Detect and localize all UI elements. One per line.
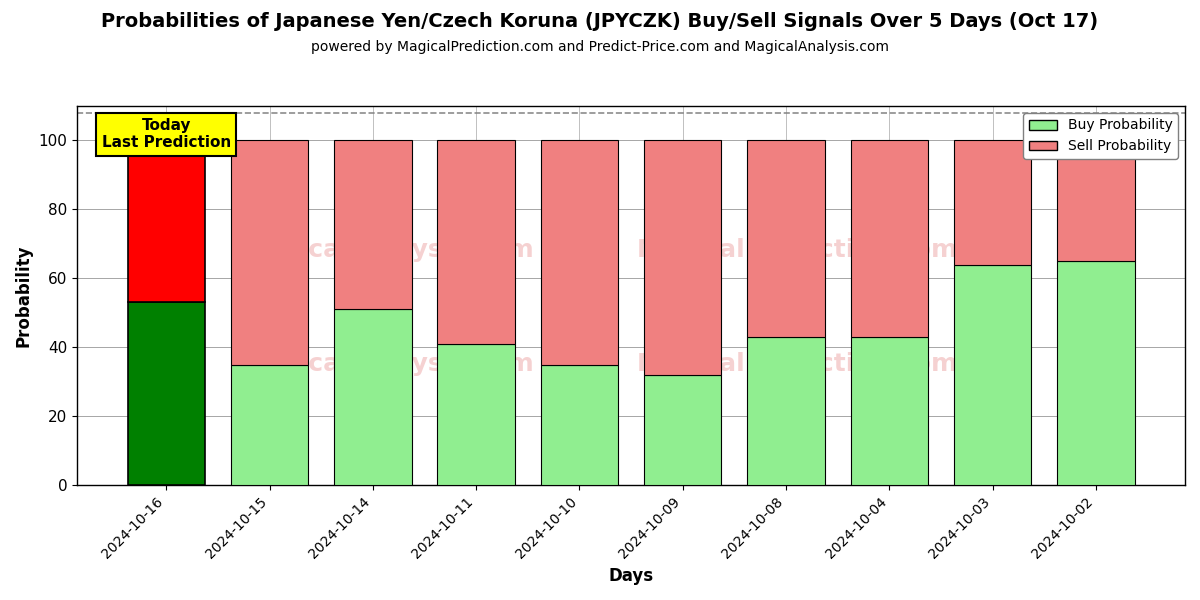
Text: MagicalPrediction.com: MagicalPrediction.com xyxy=(637,352,958,376)
Bar xyxy=(127,140,205,302)
Bar xyxy=(644,375,721,485)
Bar xyxy=(541,140,618,365)
Text: powered by MagicalPrediction.com and Predict-Price.com and MagicalAnalysis.com: powered by MagicalPrediction.com and Pre… xyxy=(311,40,889,54)
Bar xyxy=(230,140,308,365)
Text: Probabilities of Japanese Yen/Czech Koruna (JPYCZK) Buy/Sell Signals Over 5 Days: Probabilities of Japanese Yen/Czech Koru… xyxy=(102,12,1098,31)
Bar xyxy=(748,140,824,337)
Bar xyxy=(1057,261,1135,485)
X-axis label: Days: Days xyxy=(608,567,654,585)
Bar xyxy=(954,140,1031,265)
Bar xyxy=(748,337,824,485)
Bar xyxy=(437,344,515,485)
Text: MagicalAnalysis.com: MagicalAnalysis.com xyxy=(240,238,534,262)
Bar xyxy=(334,140,412,310)
Bar xyxy=(851,337,928,485)
Bar xyxy=(954,265,1031,485)
Bar xyxy=(644,140,721,375)
Bar xyxy=(1057,140,1135,261)
Bar xyxy=(437,140,515,344)
Text: Today
Last Prediction: Today Last Prediction xyxy=(102,118,230,151)
Bar xyxy=(127,302,205,485)
Legend: Buy Probability, Sell Probability: Buy Probability, Sell Probability xyxy=(1024,113,1178,159)
Bar xyxy=(541,365,618,485)
Bar xyxy=(334,310,412,485)
Text: MagicalAnalysis.com: MagicalAnalysis.com xyxy=(240,352,534,376)
Bar xyxy=(851,140,928,337)
Text: MagicalPrediction.com: MagicalPrediction.com xyxy=(637,238,958,262)
Bar xyxy=(230,365,308,485)
Y-axis label: Probability: Probability xyxy=(14,244,32,347)
